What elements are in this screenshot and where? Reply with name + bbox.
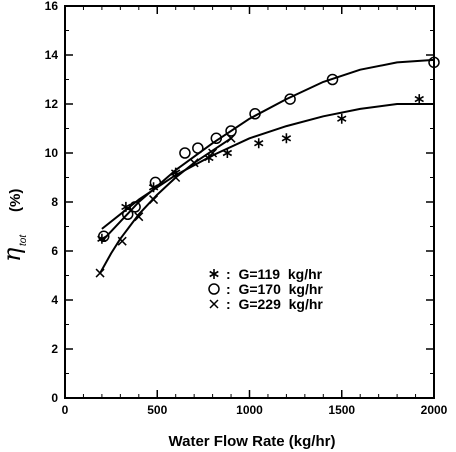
y-tick-label: 16 <box>45 0 59 13</box>
x-axis-ticks: 0 500 1000 1500 2000 <box>62 6 448 417</box>
data-point-series-2 <box>95 268 105 278</box>
x-tick-label: 0 <box>62 403 69 417</box>
plot-frame <box>64 5 435 399</box>
data-point-series-2-shape <box>171 172 181 183</box>
data-point-series-2-shape <box>149 195 159 205</box>
legend-label-0: : G=119 kg/hr <box>226 266 323 282</box>
data-point-series-2-shape <box>95 268 105 278</box>
data-point-series-0 <box>337 113 347 124</box>
data-point-series-0 <box>222 148 233 158</box>
fit-curves <box>99 58 435 274</box>
data-point-series-0-shape <box>254 138 264 149</box>
data-points <box>95 56 440 278</box>
legend-marker-2 <box>209 299 219 309</box>
data-point-series-2 <box>208 148 218 158</box>
data-point-series-0-shape <box>281 133 292 144</box>
y-axis-label-symbol: η <box>0 247 26 262</box>
data-point-series-1 <box>326 73 339 86</box>
y-tick-label: 12 <box>45 97 59 111</box>
data-point-series-2 <box>117 236 127 246</box>
fit-curve-series-2 <box>99 137 232 274</box>
y-axis-label-unit: (%) <box>7 189 24 212</box>
y-tick-label: 2 <box>51 342 58 356</box>
data-point-series-1 <box>179 147 191 159</box>
legend-marker-2-shape <box>209 299 219 309</box>
y-tick-label: 14 <box>45 48 59 62</box>
legend-marker-1 <box>208 283 220 295</box>
x-axis-label: Water Flow Rate (kg/hr) <box>169 433 336 450</box>
data-point-series-1 <box>249 108 261 120</box>
x-tick-label: 500 <box>147 403 167 417</box>
data-point-series-0-shape <box>204 152 214 163</box>
data-point-series-0 <box>281 133 292 144</box>
legend-marker-0 <box>209 269 219 279</box>
data-point-series-2 <box>149 195 159 205</box>
data-point-series-1 <box>129 201 141 213</box>
x-tick-label: 1500 <box>328 403 355 417</box>
y-tick-label: 4 <box>51 293 58 307</box>
data-point-series-2 <box>134 212 144 222</box>
legend-label-1: : G=170 kg/hr <box>226 281 323 297</box>
data-point-series-1 <box>225 125 237 137</box>
data-point-series-1 <box>284 93 296 105</box>
data-point-series-2-shape <box>134 212 144 222</box>
data-point-series-1 <box>428 56 440 69</box>
y-axis-label-subscript: tot <box>18 234 29 246</box>
legend-marker-0-shape <box>209 269 219 279</box>
data-point-series-0 <box>414 94 424 105</box>
data-point-series-0-shape <box>337 113 347 124</box>
y-axis-label: η tot (%) <box>0 189 29 262</box>
data-point-series-2-shape <box>208 148 218 158</box>
data-point-series-1 <box>97 230 110 243</box>
data-point-series-2 <box>189 158 199 168</box>
data-point-series-0-shape <box>414 94 424 105</box>
data-point-series-2 <box>226 133 236 143</box>
data-point-series-0 <box>204 152 214 163</box>
y-tick-label: 6 <box>51 244 58 258</box>
y-tick-label: 0 <box>51 391 58 405</box>
fit-curve-series-1 <box>101 58 435 242</box>
data-point-series-1 <box>121 208 134 220</box>
data-point-series-2-shape <box>117 236 127 246</box>
fit-curve-series-0 <box>101 103 434 230</box>
y-axis-ticks: 0 2 4 6 8 10 12 14 16 <box>45 0 434 405</box>
data-point-series-1 <box>149 176 162 189</box>
data-point-series-0 <box>254 138 264 149</box>
x-tick-label: 1000 <box>236 403 263 417</box>
x-tick-label: 2000 <box>421 403 448 417</box>
legend: : G=119 kg/hr: G=170 kg/hr: G=229 kg/hr <box>208 266 323 312</box>
data-point-series-0-shape <box>222 148 233 158</box>
data-point-series-2-shape <box>226 133 236 143</box>
data-point-series-1 <box>210 132 223 145</box>
data-point-series-2 <box>171 172 181 183</box>
y-tick-label: 10 <box>45 146 59 160</box>
y-tick-label: 8 <box>51 195 58 209</box>
data-point-series-1 <box>192 142 204 154</box>
legend-label-2: : G=229 kg/hr <box>226 296 323 312</box>
data-point-series-2-shape <box>189 158 199 168</box>
